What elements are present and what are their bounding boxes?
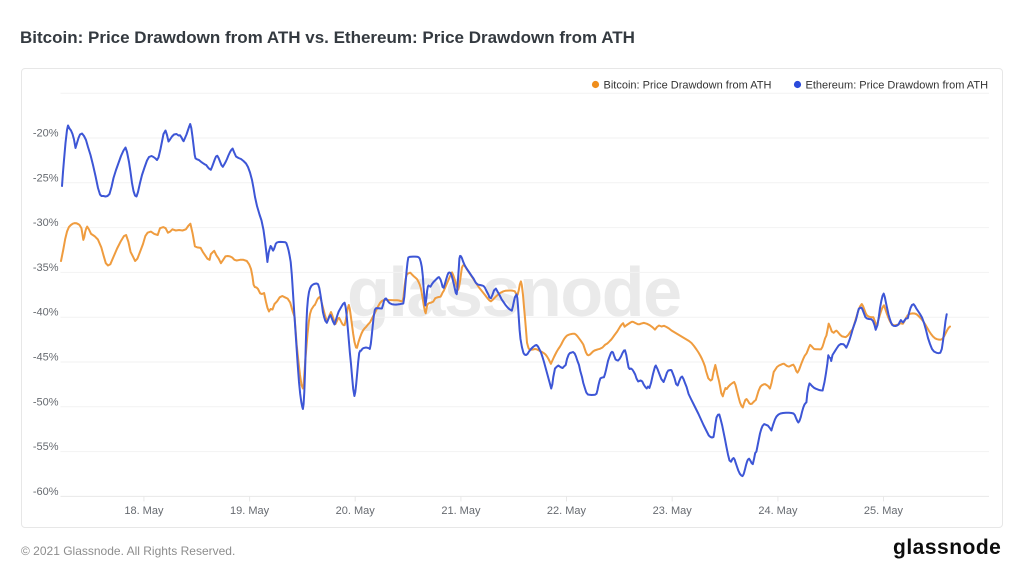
svg-text:-35%: -35% [33,262,59,274]
svg-text:18. May: 18. May [124,505,164,517]
svg-text:-30%: -30% [33,217,59,229]
svg-text:-40%: -40% [33,307,59,319]
svg-text:22. May: 22. May [547,505,587,517]
svg-text:20. May: 20. May [336,505,376,517]
svg-text:21. May: 21. May [441,505,481,517]
svg-text:Bitcoin: Price Drawdown from A: Bitcoin: Price Drawdown from ATH [604,79,772,91]
svg-text:19. May: 19. May [230,505,270,517]
svg-text:25. May: 25. May [864,505,904,517]
svg-text:-50%: -50% [33,396,59,408]
svg-text:-60%: -60% [33,486,59,498]
svg-text:-55%: -55% [33,441,59,453]
svg-text:-45%: -45% [33,352,59,364]
svg-text:23. May: 23. May [653,505,693,517]
svg-text:24. May: 24. May [758,505,798,517]
svg-text:Ethereum: Price Drawdown from: Ethereum: Price Drawdown from ATH [806,79,989,91]
svg-text:-25%: -25% [33,172,59,184]
svg-text:-20%: -20% [33,128,59,140]
